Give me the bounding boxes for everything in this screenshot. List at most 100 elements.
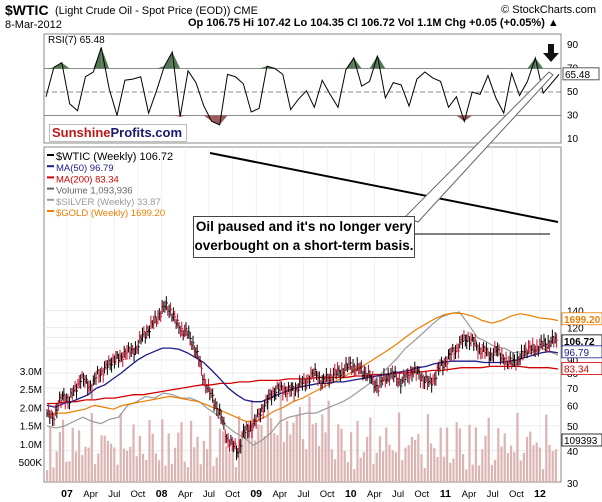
volume-bar bbox=[231, 440, 234, 482]
volume-bar bbox=[100, 435, 103, 482]
legend-entry-5: $GOLD (Weekly) 1699.20 bbox=[56, 208, 165, 219]
x-tick-2: Jul bbox=[108, 489, 120, 500]
volume-bar bbox=[350, 432, 353, 482]
annotation-box: Oil paused and it's no longer very overb… bbox=[193, 216, 415, 258]
rsi-overbought-fill bbox=[46, 67, 54, 69]
volume-bar bbox=[404, 447, 407, 482]
volume-bar bbox=[206, 449, 209, 482]
x-tick-11: Oct bbox=[320, 489, 335, 500]
volume-bar bbox=[391, 450, 394, 482]
volume-bar bbox=[372, 463, 375, 482]
x-tick-15: Oct bbox=[414, 489, 429, 500]
volume-bar bbox=[148, 420, 151, 482]
volume-bar bbox=[420, 454, 423, 482]
volume-bar bbox=[494, 459, 497, 482]
main-panel-frame bbox=[43, 146, 562, 483]
volume-bar bbox=[74, 451, 77, 482]
volume-bar bbox=[407, 445, 410, 482]
volume-bar bbox=[401, 460, 404, 482]
volume-bar bbox=[119, 413, 122, 482]
annotation-line-2: overbought on a short-term basis. bbox=[194, 238, 414, 253]
volume-bar bbox=[394, 452, 397, 482]
volume-bar bbox=[426, 414, 429, 482]
volume-bar bbox=[353, 469, 356, 482]
volume-bar bbox=[273, 433, 276, 482]
rsi-overbought-fill bbox=[369, 55, 378, 69]
volume-bar bbox=[164, 465, 167, 482]
volume-bar bbox=[490, 465, 493, 482]
rsi-title: RSI(7) 65.48 bbox=[48, 35, 105, 46]
volume-bar bbox=[116, 464, 119, 482]
x-tick-6: Jul bbox=[203, 489, 215, 500]
volume-bar bbox=[532, 445, 535, 482]
rsi-tick-10: 10 bbox=[567, 134, 579, 145]
volume-bar bbox=[295, 415, 298, 482]
volume-bar bbox=[340, 428, 343, 482]
volume-bar bbox=[465, 469, 468, 482]
volume-bar bbox=[366, 436, 369, 482]
volume-bar bbox=[174, 447, 177, 482]
volume-bar bbox=[183, 461, 186, 482]
volume-bar bbox=[97, 453, 100, 482]
volume-bar bbox=[385, 427, 388, 482]
x-tick-1: Apr bbox=[83, 489, 98, 500]
volume-bar bbox=[58, 431, 61, 482]
volume-bar bbox=[487, 417, 490, 482]
volume-bar bbox=[346, 462, 349, 482]
x-tick-0: 07 bbox=[61, 488, 73, 500]
volume-bar bbox=[458, 428, 461, 482]
volume-bar bbox=[545, 414, 548, 482]
y-tick-90: 90 bbox=[567, 356, 579, 367]
volume-bar bbox=[263, 436, 266, 482]
volume-bar bbox=[170, 463, 173, 482]
legend-swatch-0 bbox=[47, 154, 54, 156]
volume-bar bbox=[327, 400, 330, 482]
volume-bar bbox=[87, 447, 90, 482]
rsi-value-box bbox=[562, 67, 600, 81]
volume-bar bbox=[250, 399, 253, 482]
volume-bar bbox=[468, 424, 471, 482]
resistance-trendline bbox=[209, 152, 559, 223]
volume-bar bbox=[145, 459, 148, 482]
volume-bar bbox=[497, 428, 500, 482]
volume-bar bbox=[65, 461, 68, 482]
logo-part-2: Profits.com bbox=[110, 125, 183, 140]
volume-bar bbox=[52, 467, 55, 482]
x-tick-19: Oct bbox=[509, 489, 524, 500]
volume-bar bbox=[414, 439, 417, 482]
volume-bar bbox=[433, 447, 436, 482]
right-label-3: 83.34 bbox=[564, 365, 589, 376]
rsi-oversold-fill bbox=[180, 115, 189, 117]
volume-bar bbox=[244, 432, 247, 482]
volume-bar bbox=[500, 446, 503, 482]
volume-bar bbox=[375, 452, 378, 482]
legend-entry-1: MA(50) 96.79 bbox=[56, 163, 114, 174]
rsi-value-label: 65.48 bbox=[565, 70, 590, 81]
volume-bar bbox=[289, 434, 292, 482]
volume-bar bbox=[193, 447, 196, 482]
volume-bar bbox=[455, 422, 458, 482]
y-tick-140: 140 bbox=[567, 306, 584, 317]
volume-bar bbox=[551, 451, 554, 482]
volume-bar bbox=[314, 422, 317, 482]
volume-bar bbox=[484, 435, 487, 482]
volume-bar bbox=[417, 433, 420, 482]
volume-bar bbox=[356, 420, 359, 482]
volume-tick-4: 1.0M bbox=[20, 440, 42, 451]
volume-bar bbox=[474, 427, 477, 482]
volume-bar bbox=[305, 449, 308, 482]
volume-bar bbox=[410, 436, 413, 482]
volume-bar bbox=[382, 451, 385, 482]
volume-bar bbox=[55, 451, 58, 482]
legend-swatch-3 bbox=[47, 187, 54, 190]
volume-bar bbox=[516, 412, 519, 482]
x-tick-10: Jul bbox=[297, 489, 309, 500]
volume-bar bbox=[151, 433, 154, 482]
volume-bar bbox=[126, 450, 129, 482]
volume-bar bbox=[343, 450, 346, 482]
legend-swatch-5 bbox=[47, 210, 54, 212]
x-tick-5: Apr bbox=[178, 489, 193, 500]
x-tick-7: Oct bbox=[225, 489, 240, 500]
legend-entry-4: $SILVER (Weekly) 33.87 bbox=[56, 197, 161, 208]
y-tick-50: 50 bbox=[567, 422, 579, 433]
